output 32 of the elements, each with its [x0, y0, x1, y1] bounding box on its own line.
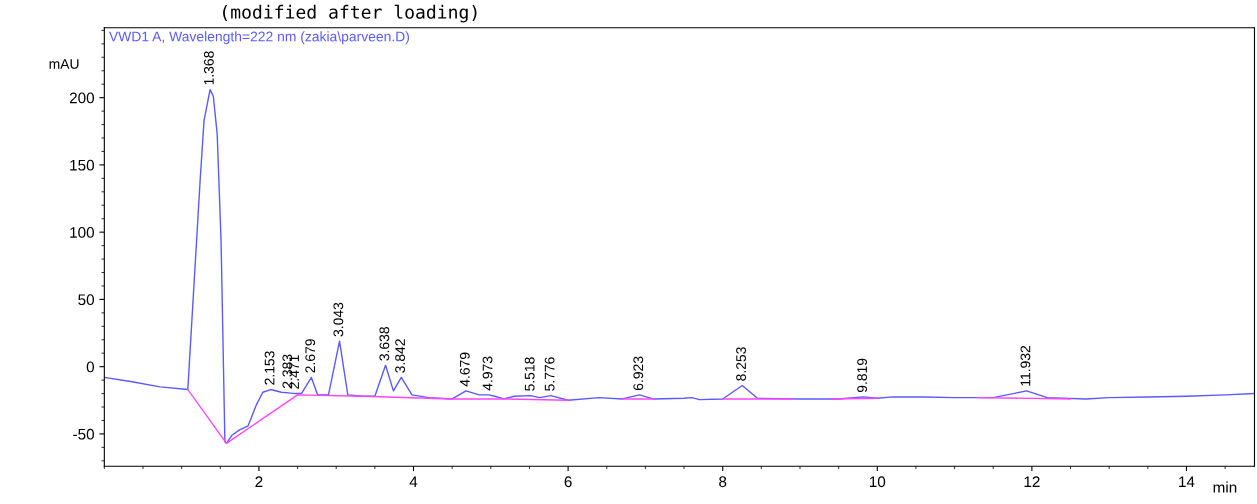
- annotation: 11.932: [1020, 345, 1031, 386]
- annotation: 1.368: [203, 51, 214, 85]
- annotation: 2.679: [305, 339, 316, 373]
- y-tick-label: -50: [73, 428, 95, 440]
- annotation: 9.819: [857, 358, 868, 393]
- annotation: 5.776: [544, 357, 555, 391]
- annotation: 6.923: [633, 356, 644, 391]
- annotation: 3.842: [395, 339, 406, 373]
- annotation: 3.638: [379, 327, 390, 361]
- x-tick-label: 10: [869, 476, 886, 488]
- annotation: 5.518: [524, 357, 535, 391]
- x-tick-label: 6: [564, 476, 572, 488]
- annotation: 8.253: [736, 347, 746, 381]
- y-tick-label: 100: [70, 227, 95, 238]
- x-tick-label: 8: [719, 476, 727, 488]
- annotation: 3.043: [333, 302, 344, 337]
- y-tick-label: 150: [70, 159, 95, 171]
- line-series: [104, 88, 1255, 445]
- y-axis-title: mAU: [49, 59, 79, 69]
- x-tick-label: 12: [1024, 476, 1040, 487]
- x-axis-title: min: [1213, 481, 1237, 493]
- x-tick-label: 14: [1179, 476, 1195, 487]
- y-tick-label: 0: [86, 361, 95, 373]
- y-tick-label: 200: [69, 92, 95, 104]
- x-tick-label: 4: [409, 476, 418, 487]
- annotation: 4.973: [482, 356, 493, 391]
- y-tick-label: 50: [78, 294, 95, 306]
- annotation: 4.679: [459, 352, 470, 387]
- chart-subtitle: VWD1 A, Wavelength=222 nm (zakia\parveen.D): [108, 31, 409, 45]
- annotation: 2.153: [264, 351, 275, 385]
- chart-title: (modified after loading): [223, 4, 477, 23]
- x-tick-label: 2: [255, 476, 263, 487]
